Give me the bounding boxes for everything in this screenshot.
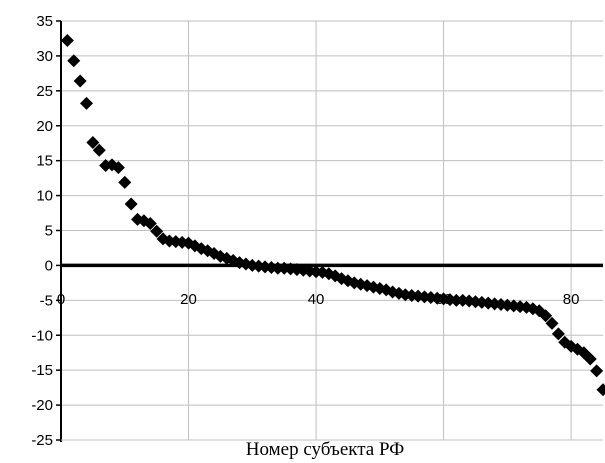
x-axis-title: Номер субъекта РФ <box>246 439 404 460</box>
data-point <box>539 309 553 323</box>
data-point <box>545 316 559 330</box>
y-tick-label: -15 <box>31 362 53 379</box>
x-tick-label: 20 <box>180 291 197 308</box>
data-point <box>60 34 74 48</box>
y-tick-label: -5 <box>40 292 53 309</box>
data-point <box>201 244 215 258</box>
x-tick-labels: 20 40 60 80 0 <box>57 291 580 308</box>
data-point <box>500 298 514 312</box>
x-tick-label: 60 <box>435 291 452 308</box>
data-point <box>73 74 87 88</box>
data-point <box>111 161 125 175</box>
x-tick-label: 0 <box>57 291 65 308</box>
data-point <box>583 352 597 366</box>
x-tick-label: 80 <box>563 291 580 308</box>
data-point <box>92 143 106 157</box>
y-tick-label: 30 <box>36 48 53 65</box>
data-point <box>590 364 604 378</box>
y-tick-label: -10 <box>31 327 53 344</box>
data-point <box>86 136 100 150</box>
data-point <box>124 197 138 211</box>
y-tick-label: 25 <box>36 83 53 100</box>
data-point <box>118 175 132 189</box>
y-tick-label: 15 <box>36 153 53 170</box>
y-tick-label: 10 <box>36 188 53 205</box>
y-tick-label: 35 <box>36 13 53 30</box>
data-point <box>143 217 157 231</box>
y-tick-label: 0 <box>45 257 53 274</box>
data-point <box>80 96 94 110</box>
y-tick-label: 20 <box>36 118 53 135</box>
data-point <box>596 383 605 397</box>
data-point <box>150 224 164 238</box>
y-tick-label: -20 <box>31 397 53 414</box>
grid-lines <box>61 20 603 441</box>
x-tick-label: 40 <box>308 291 325 308</box>
data-point <box>551 327 565 341</box>
data-point <box>207 247 221 261</box>
data-points <box>60 34 605 397</box>
data-point <box>67 54 81 68</box>
y-tick-label: -25 <box>31 432 53 449</box>
y-tick-label: 5 <box>45 223 53 240</box>
